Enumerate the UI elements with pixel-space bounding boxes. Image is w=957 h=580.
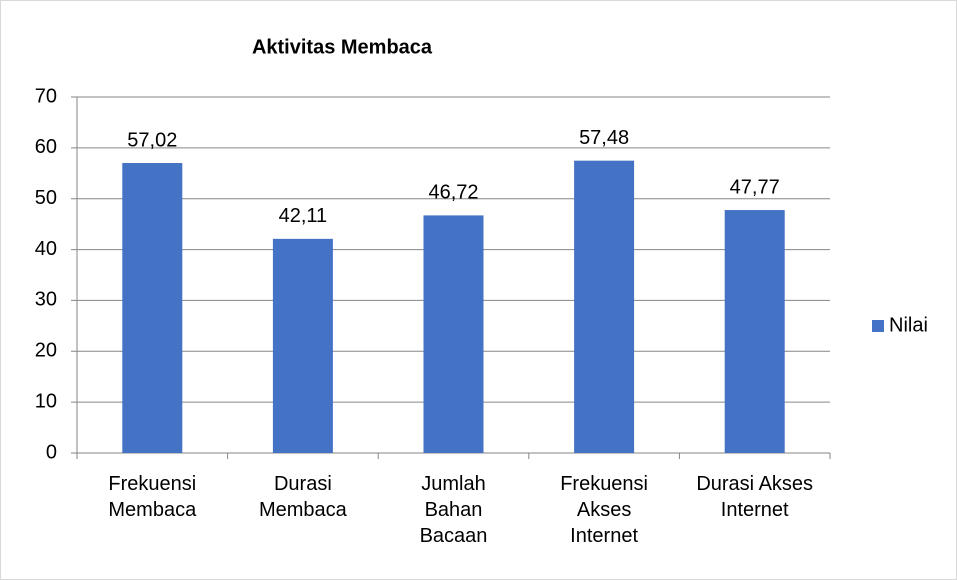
- y-tick-label: 20: [35, 340, 57, 362]
- bar: [724, 210, 785, 453]
- x-tick-label: Frekuensi Membaca: [108, 473, 197, 521]
- data-label: 42,11: [279, 205, 328, 227]
- y-tick-label: 0: [46, 441, 57, 463]
- chart-title: Aktivitas Membaca: [252, 36, 433, 58]
- bar: [122, 163, 183, 453]
- data-label: 57,48: [579, 127, 629, 149]
- x-tick-label: Jumlah Bahan Bacaan: [419, 473, 488, 547]
- x-tick-label: Durasi Membaca: [258, 473, 347, 521]
- bar: [423, 215, 484, 453]
- y-tick-label: 40: [35, 238, 57, 260]
- data-label: 47,77: [730, 176, 780, 198]
- x-tick-label: Durasi Akses Internet: [696, 473, 814, 521]
- data-label: 46,72: [428, 182, 478, 204]
- y-tick-label: 50: [35, 187, 57, 209]
- y-tick-label: 30: [35, 289, 57, 311]
- y-tick-label: 60: [35, 136, 57, 158]
- bar: [272, 238, 333, 453]
- data-label: 57,02: [127, 129, 177, 151]
- legend-swatch: [872, 320, 884, 332]
- y-tick-label: 10: [35, 390, 57, 412]
- bar: [574, 160, 635, 453]
- legend-label: Nilai: [889, 314, 928, 336]
- y-tick-label: 70: [35, 85, 57, 107]
- x-tick-label: Frekuensi Akses Internet: [560, 473, 648, 547]
